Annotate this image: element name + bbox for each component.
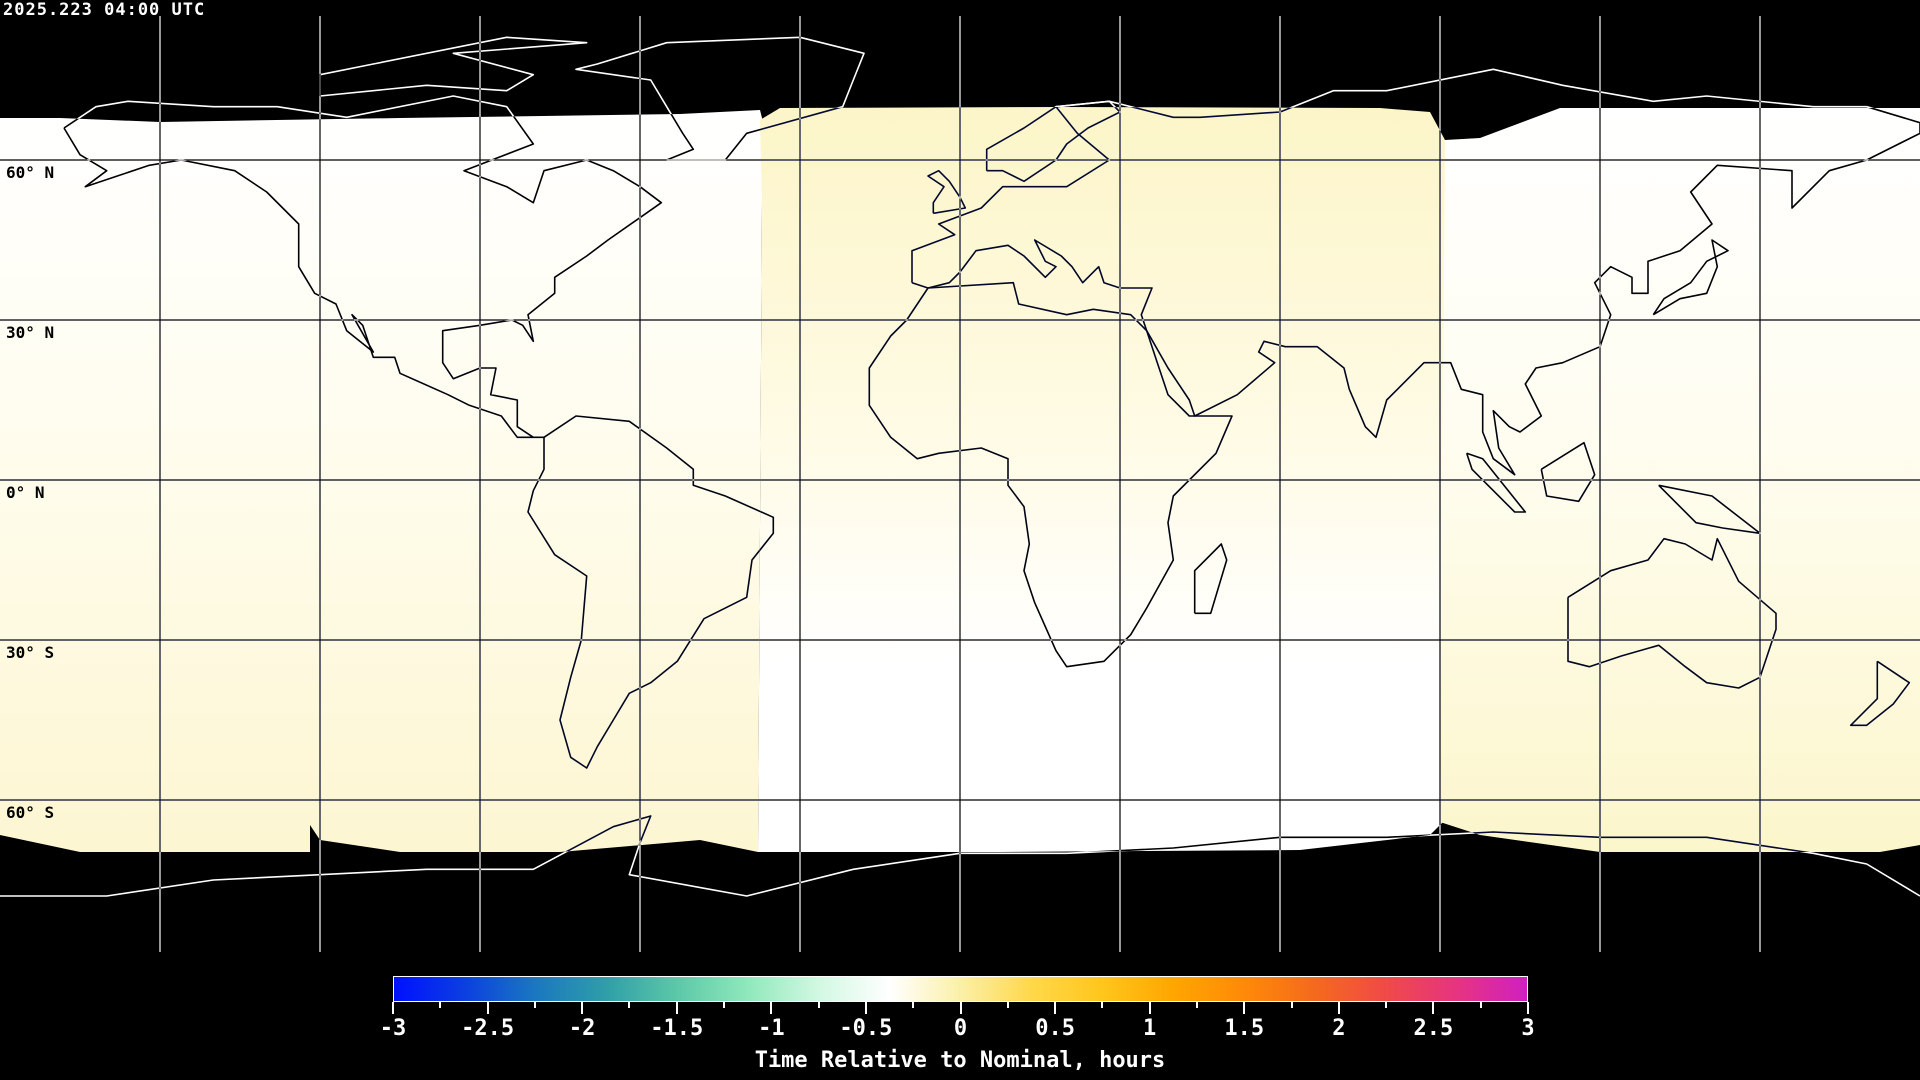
coastline-new-guinea xyxy=(1658,484,1761,535)
colorbar-tick xyxy=(723,1002,726,1008)
coverage-region-west xyxy=(0,110,765,852)
coastline-japan xyxy=(1652,239,1729,316)
colorbar xyxy=(393,976,1528,1002)
colorbar-tick-label: 1 xyxy=(1143,1016,1157,1041)
lat-label-60n: 60° N xyxy=(6,163,55,182)
colorbar-tick xyxy=(959,1002,962,1014)
world-map xyxy=(0,16,1920,952)
colorbar-tick-label: 3 xyxy=(1521,1016,1535,1041)
colorbar-tick xyxy=(1385,1002,1388,1008)
lat-label-0n: 0° N xyxy=(6,483,45,502)
colorbar-tick xyxy=(1148,1002,1151,1014)
coastline-eurasia xyxy=(911,68,1920,476)
colorbar-tick xyxy=(1290,1002,1293,1008)
coastline-madagascar xyxy=(1193,543,1228,615)
colorbar-tick xyxy=(486,1002,489,1014)
colorbar-tick xyxy=(770,1002,773,1014)
colorbar-tick xyxy=(1337,1002,1340,1014)
colorbar-tick xyxy=(1195,1002,1198,1008)
colorbar-tick-label: 2 xyxy=(1332,1016,1346,1041)
colorbar-tick xyxy=(581,1002,584,1014)
colorbar-tick-label: 0.5 xyxy=(1035,1016,1075,1041)
colorbar-tick xyxy=(912,1002,915,1008)
lat-label-30n: 30° N xyxy=(6,323,55,342)
colorbar-tick-label: -3 xyxy=(379,1016,407,1041)
colorbar-tick xyxy=(533,1002,536,1008)
coastline-sumatra xyxy=(1465,452,1527,513)
colorbar-tick-label: -1.5 xyxy=(650,1016,704,1041)
colorbar-title: Time Relative to Nominal, hours xyxy=(754,1048,1166,1073)
colorbar-tick-label: 2.5 xyxy=(1413,1016,1454,1041)
colorbar-tick xyxy=(1527,1002,1529,1014)
coastlines xyxy=(0,36,1920,897)
coastline-scandinavia xyxy=(985,100,1121,183)
lat-label-30s: 30° S xyxy=(6,643,55,662)
coastline-north-america xyxy=(63,95,663,439)
colorbar-tick xyxy=(1243,1002,1246,1014)
colorbar-tick-label: 1.5 xyxy=(1224,1016,1265,1041)
graticule xyxy=(0,16,1920,952)
coastline-borneo xyxy=(1540,441,1596,503)
colorbar-tick-label: -1 xyxy=(758,1016,785,1041)
colorbar-tick xyxy=(628,1002,631,1008)
coastline-south-america xyxy=(527,415,775,769)
colorbar-tick xyxy=(439,1002,442,1008)
colorbar-tick xyxy=(1479,1002,1482,1008)
colorbar-tick-label: -2 xyxy=(568,1016,596,1041)
coastline-australia xyxy=(1567,537,1777,689)
coastline-great-britain xyxy=(927,169,967,215)
colorbar-tick xyxy=(1432,1002,1435,1014)
colorbar-tick xyxy=(1101,1002,1104,1008)
coastline-greenland xyxy=(575,36,865,161)
colorbar-tick-label: -2.5 xyxy=(461,1016,515,1041)
colorbar-tick-label: 0 xyxy=(953,1016,968,1041)
timestamp-title: 2025.223 04:00 UTC xyxy=(3,0,206,20)
colorbar-tick xyxy=(675,1002,678,1014)
colorbar-tick xyxy=(864,1002,867,1014)
coastline-antarctica xyxy=(0,815,1920,897)
colorbar-tick xyxy=(1006,1002,1009,1008)
coastline-africa xyxy=(868,281,1233,668)
coastline-arctic-islands xyxy=(319,36,588,97)
coastline-new-zealand xyxy=(1849,660,1911,727)
colorbar-tick xyxy=(392,1002,394,1014)
lat-label-60s: 60° S xyxy=(6,803,55,822)
colorbar-tick xyxy=(817,1002,820,1008)
colorbar-tick xyxy=(1054,1002,1057,1014)
colorbar-tick-label: -0.5 xyxy=(839,1016,893,1041)
